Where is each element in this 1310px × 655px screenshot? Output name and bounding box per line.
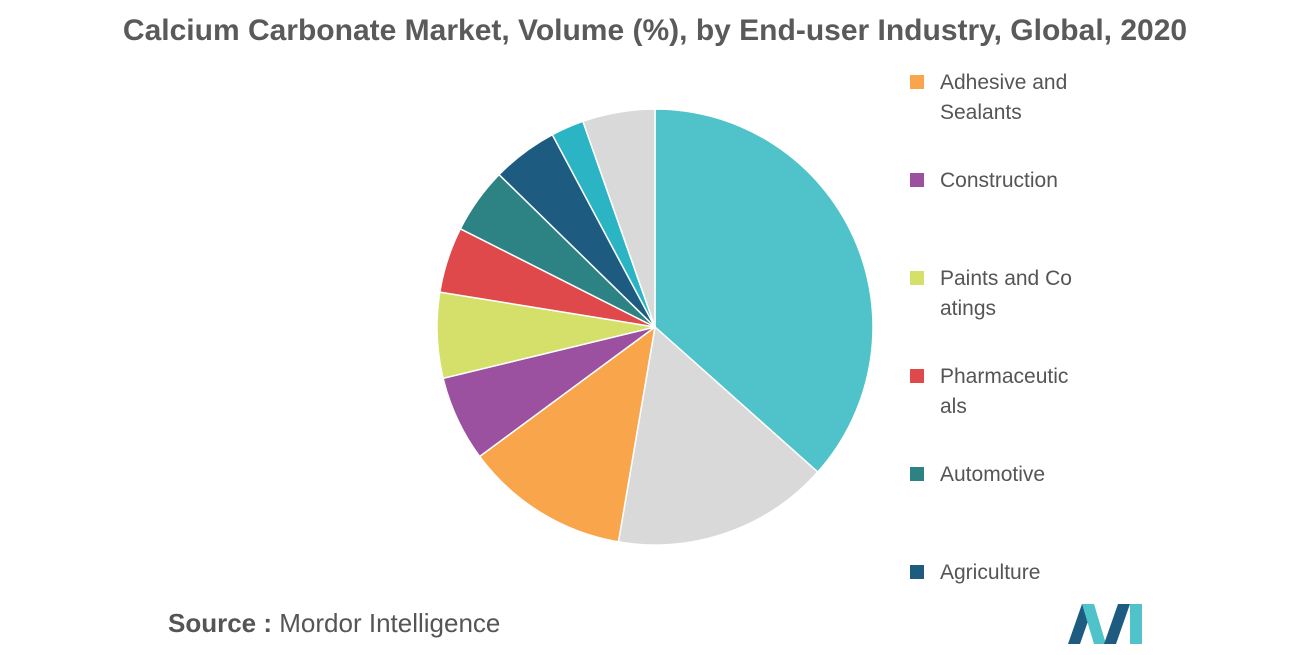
legend-label: Paints and Coatings [940,267,1072,320]
source-label: Source : [168,608,273,638]
legend-label: Pharmaceuticals [940,365,1069,418]
legend-label: Construction [940,169,1058,192]
legend-swatch [910,565,924,579]
legend-swatch [910,271,924,285]
pie-slice-adhesive-and-sealants [478,325,657,543]
source-value: Mordor Intelligence [279,608,501,638]
chart-title: Calcium Carbonate Market, Volume (%), by… [122,14,1188,47]
legend-label: Adhesive and Sealants [940,71,1068,124]
source-note: Source : Mordor Intelligence [168,608,500,639]
mordor-intelligence-logo [1068,604,1142,644]
pie-slice-slice-2 [617,325,819,546]
legend-swatch [910,173,924,187]
legend-swatch [910,467,924,481]
legend-label: Agriculture [940,561,1041,584]
pie-slice-slice-10 [581,108,656,328]
legend-swatch [910,75,924,89]
legend-label: Automotive [940,463,1046,486]
pie-slice-slice-1 [654,108,874,474]
legend-swatch [910,369,924,383]
